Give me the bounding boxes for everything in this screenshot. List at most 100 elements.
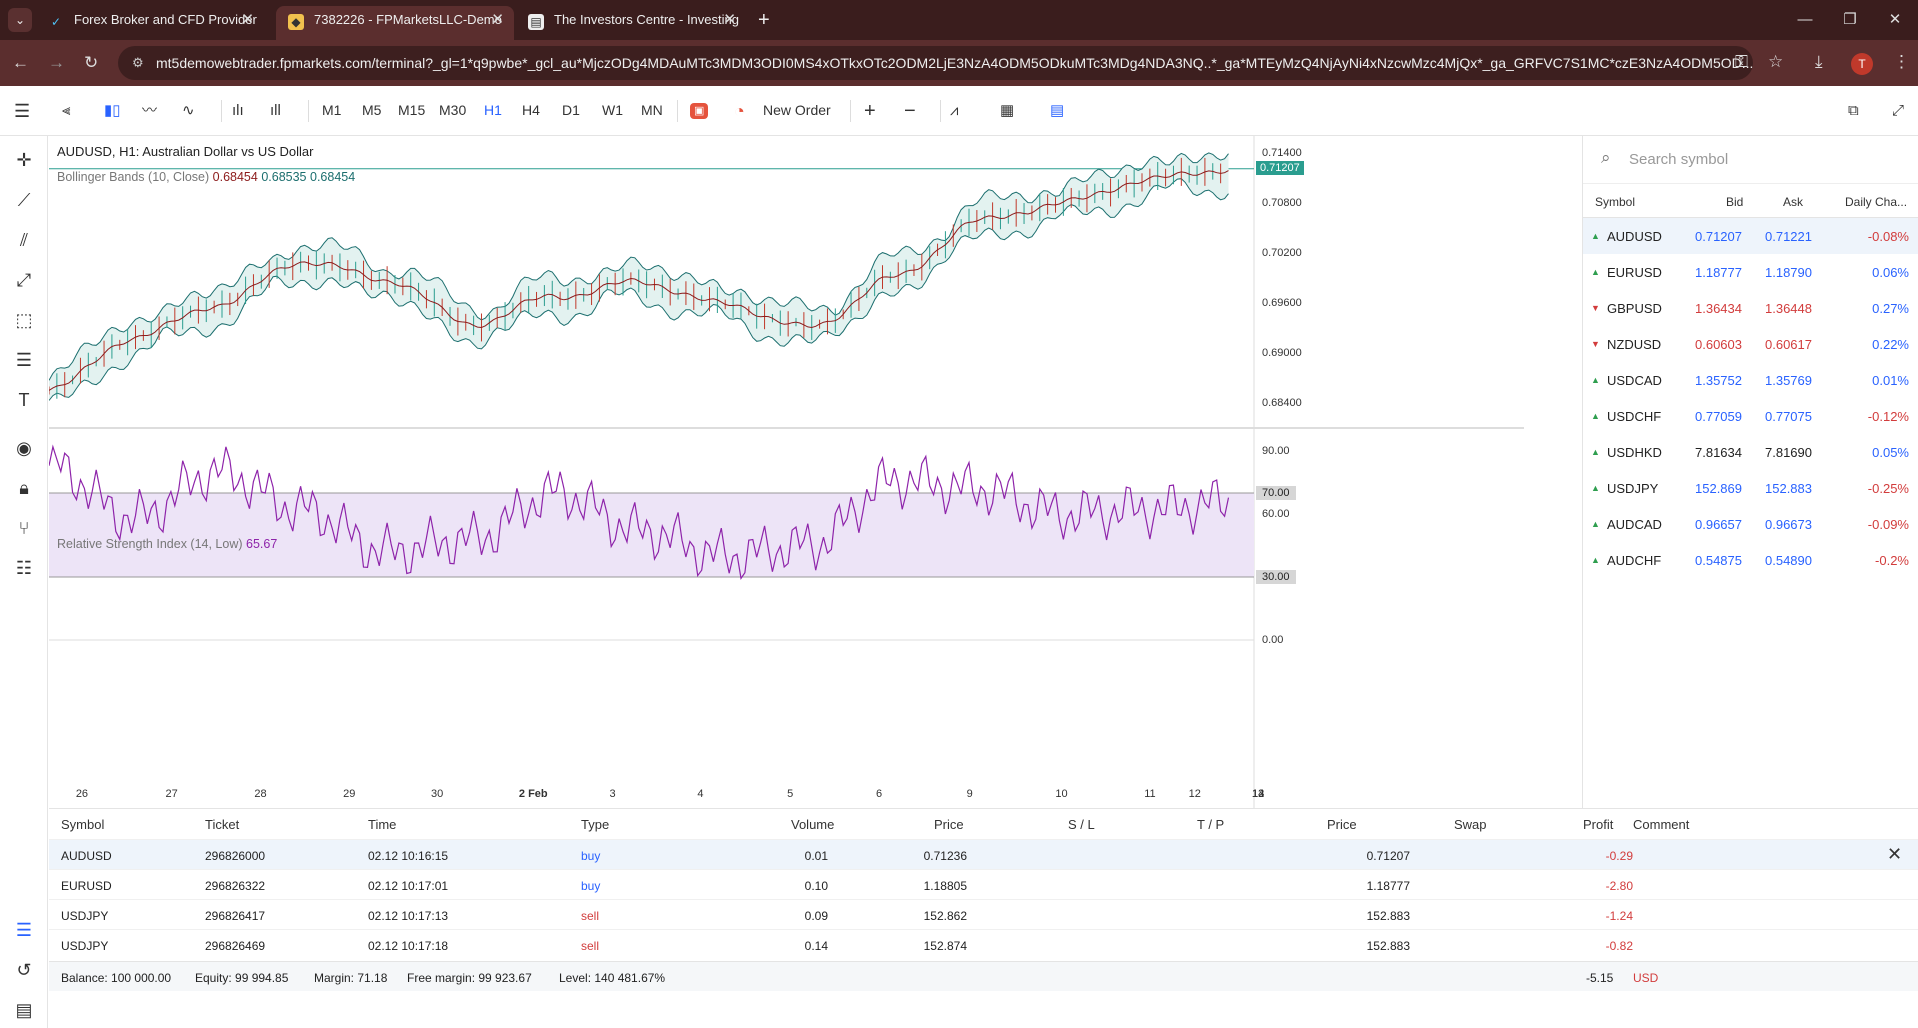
timeframe-m15[interactable]: M15 xyxy=(398,102,426,118)
volumes-icon[interactable]: ılı xyxy=(232,102,244,119)
profile-avatar[interactable]: T xyxy=(1851,53,1873,75)
bookmark-star-icon[interactable]: ☆ xyxy=(1768,52,1784,71)
watch-ask: 7.81690 xyxy=(1765,445,1812,460)
crosshair-icon[interactable]: ✛ xyxy=(16,150,32,170)
download-icon[interactable]: ⤓ xyxy=(1815,52,1823,71)
close-tab-icon[interactable]: ✕ xyxy=(241,11,254,28)
timeframe-h4[interactable]: H4 xyxy=(522,102,540,118)
col-tp[interactable]: T / P xyxy=(1197,817,1225,832)
candlestick-chart-icon[interactable]: ▮▯ xyxy=(104,102,121,119)
watch-bid: 152.869 xyxy=(1695,481,1742,496)
eye-icon[interactable]: ◉ xyxy=(16,438,32,458)
header-daily-change[interactable]: Daily Cha... xyxy=(1845,195,1908,209)
col-swap[interactable]: Swap xyxy=(1454,817,1487,832)
watchlist-row[interactable]: ▲ USDCAD 1.35752 1.35769 0.01% xyxy=(1583,362,1918,398)
back-icon[interactable]: ← xyxy=(12,53,29,72)
forward-icon[interactable]: → xyxy=(48,53,65,72)
position-row[interactable]: EURUSD 296826322 02.12 10:17:01 buy 0.10 1.18… xyxy=(49,869,1918,899)
watchlist-row[interactable]: ▲ AUDCHF 0.54875 0.54890 -0.2% xyxy=(1583,542,1918,578)
col-ticket[interactable]: Ticket xyxy=(205,817,240,832)
col-profit[interactable]: Profit xyxy=(1583,817,1614,832)
watchlist-row[interactable]: ▲ USDJPY 152.869 152.883 -0.25% xyxy=(1583,470,1918,506)
channel-icon[interactable]: ⫽ xyxy=(19,230,29,250)
rsi-legend[interactable]: Relative Strength Index (14, Low) 65.67 xyxy=(57,537,277,551)
object-tree-icon[interactable]: ⑂ xyxy=(18,518,30,538)
browser-menu-icon[interactable]: ⋮ xyxy=(1893,52,1910,71)
url-field[interactable]: ⚙ mt5demowebtrader.fpmarkets.com/termina… xyxy=(118,46,1753,80)
col-sl[interactable]: S / L xyxy=(1068,817,1095,832)
layers-icon[interactable]: ☷ xyxy=(15,558,33,578)
browser-tab-1[interactable]: ✓ Forex Broker and CFD Provider ✕ xyxy=(36,6,264,40)
bar-chart-icon[interactable]: ⫷ xyxy=(62,102,71,119)
trendline-icon[interactable]: ⟋ xyxy=(17,190,31,210)
one-click-trading-icon[interactable]: ▣ xyxy=(690,103,709,119)
col-price[interactable]: Price xyxy=(934,817,964,832)
close-tab-icon[interactable]: ✕ xyxy=(491,11,504,28)
indicators-icon[interactable]: ⩘ xyxy=(950,102,959,119)
chart-canvas[interactable] xyxy=(49,136,1524,808)
templates-icon[interactable]: ▤ xyxy=(1050,102,1065,119)
shapes-icon[interactable]: ⬚ xyxy=(15,310,33,330)
header-ask[interactable]: Ask xyxy=(1783,195,1804,209)
watch-bid: 0.60603 xyxy=(1695,337,1742,352)
main-menu-icon[interactable]: ☰ xyxy=(14,101,31,121)
position-row[interactable]: USDJPY 296826469 02.12 10:17:18 sell 0.14 152… xyxy=(49,929,1918,959)
new-order-button[interactable]: New Order xyxy=(763,102,831,118)
position-row[interactable]: AUDUSD 296826000 02.12 10:16:15 buy 0.01 0.71… xyxy=(49,839,1918,869)
header-symbol[interactable]: Symbol xyxy=(1595,195,1636,209)
area-chart-icon[interactable]: ∿ xyxy=(182,102,195,119)
browser-tab-2[interactable]: ◆ 7382226 - FPMarketsLLC-Demo ✕ xyxy=(276,6,514,40)
new-tab-icon[interactable]: + xyxy=(758,9,770,31)
timeframe-m5[interactable]: M5 xyxy=(362,102,382,118)
close-window-icon[interactable]: ✕ xyxy=(1888,11,1902,28)
timeframe-m1[interactable]: M1 xyxy=(322,102,342,118)
site-info-icon[interactable]: ⚙ xyxy=(132,55,144,70)
position-row[interactable]: USDJPY 296826417 02.12 10:17:13 sell 0.09 152… xyxy=(49,899,1918,929)
password-key-icon[interactable]: ⚿ xyxy=(1735,52,1748,71)
col-type[interactable]: Type xyxy=(581,817,610,832)
col-comment[interactable]: Comment xyxy=(1633,817,1690,832)
fibonacci-icon[interactable]: ☰ xyxy=(15,350,33,370)
new-order-icon[interactable]: ◔ xyxy=(734,101,745,121)
fullscreen-icon[interactable]: ⤢ xyxy=(1892,102,1905,119)
timeframe-d1[interactable]: D1 xyxy=(562,102,580,118)
col-volume[interactable]: Volume xyxy=(791,817,835,832)
zoom-out-icon[interactable]: − xyxy=(904,100,916,122)
close-position-icon[interactable]: ✕ xyxy=(1887,844,1903,864)
calendar-icon[interactable]: ▦ xyxy=(1000,102,1015,119)
trade-list-icon[interactable]: ☰ xyxy=(15,920,33,940)
watchlist-row[interactable]: ▼ NZDUSD 0.60603 0.60617 0.22% xyxy=(1583,326,1918,362)
col-current-price[interactable]: Price xyxy=(1327,817,1357,832)
lock-icon[interactable]: 🔒︎ xyxy=(19,478,29,498)
watchlist-row[interactable]: ▲ EURUSD 1.18777 1.18790 0.06% xyxy=(1583,254,1918,290)
screenshot-icon[interactable]: ⧉ xyxy=(1848,102,1859,119)
header-bid[interactable]: Bid xyxy=(1726,195,1744,209)
zoom-in-icon[interactable]: + xyxy=(864,100,876,122)
watchlist-row[interactable]: ▲ USDCHF 0.77059 0.77075 -0.12% xyxy=(1583,398,1918,434)
watchlist-row[interactable]: ▲ AUDCAD 0.96657 0.96673 -0.09% xyxy=(1583,506,1918,542)
col-symbol[interactable]: Symbol xyxy=(61,817,105,832)
browser-tab-3[interactable]: ▤ The Investors Centre - Investing ✕ xyxy=(516,6,746,40)
restore-icon[interactable]: ❐ xyxy=(1843,11,1857,28)
line-chart-icon[interactable]: 〰 xyxy=(142,102,158,119)
watchlist-row[interactable]: ▲ AUDUSD 0.71207 0.71221 -0.08% xyxy=(1583,218,1918,254)
timeframe-w1[interactable]: W1 xyxy=(602,102,623,118)
close-tab-icon[interactable]: ✕ xyxy=(723,11,736,28)
tick-volumes-icon[interactable]: ıll xyxy=(270,102,281,119)
history-icon[interactable]: ↺ xyxy=(16,960,32,980)
chart-area[interactable]: AUDUSD, H1: Australian Dollar vs US Doll… xyxy=(49,136,1524,808)
minimize-icon[interactable]: — xyxy=(1797,11,1813,28)
watchlist-row[interactable]: ▲ USDHKD 7.81634 7.81690 0.05% xyxy=(1583,434,1918,470)
journal-icon[interactable]: ▤ xyxy=(15,1000,33,1020)
tab-search-icon[interactable]: ⌄ xyxy=(8,8,32,32)
watchlist-row[interactable]: ▼ GBPUSD 1.36434 1.36448 0.27% xyxy=(1583,290,1918,326)
timeframe-m30[interactable]: M30 xyxy=(439,102,467,118)
symbol-search[interactable]: ⌕ Search symbol xyxy=(1583,136,1918,184)
col-time[interactable]: Time xyxy=(368,817,397,832)
ray-icon[interactable]: ⤢ xyxy=(16,270,32,290)
bollinger-legend[interactable]: Bollinger Bands (10, Close) 0.68454 0.68… xyxy=(57,170,355,184)
timeframe-mn[interactable]: MN xyxy=(641,102,663,118)
text-tool-icon[interactable]: T xyxy=(18,390,30,410)
timeframe-h1[interactable]: H1 xyxy=(484,102,502,118)
reload-icon[interactable]: ↻ xyxy=(84,53,99,72)
